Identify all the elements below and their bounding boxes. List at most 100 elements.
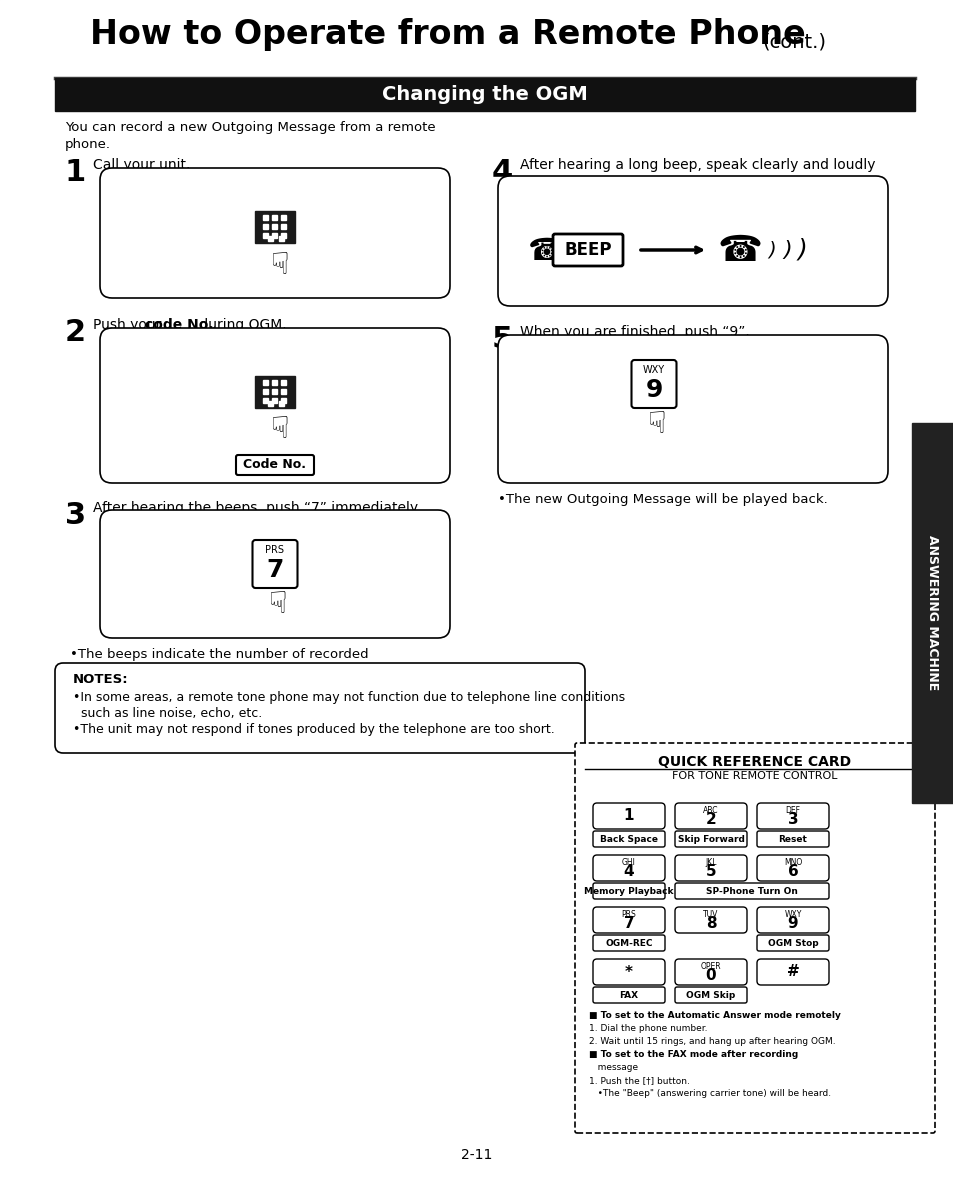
FancyBboxPatch shape — [553, 234, 622, 266]
Bar — [278, 236, 284, 241]
Text: GHI: GHI — [621, 858, 636, 867]
Text: ): ) — [767, 241, 775, 260]
Text: 1. Push the [†] button.: 1. Push the [†] button. — [588, 1076, 689, 1084]
Text: WXY: WXY — [783, 910, 801, 919]
FancyBboxPatch shape — [675, 855, 746, 880]
FancyBboxPatch shape — [675, 883, 828, 900]
Text: ANSWERING MACHINE: ANSWERING MACHINE — [925, 536, 939, 691]
FancyBboxPatch shape — [497, 335, 887, 483]
Bar — [281, 398, 286, 403]
FancyBboxPatch shape — [593, 883, 664, 900]
Bar — [55, 78, 914, 111]
FancyBboxPatch shape — [593, 959, 664, 985]
Text: ☎: ☎ — [718, 234, 762, 268]
Text: Back Space: Back Space — [599, 834, 658, 843]
Text: such as line noise, echo, etc.: such as line noise, echo, etc. — [73, 707, 262, 721]
Text: JKL: JKL — [704, 858, 716, 867]
Text: 9: 9 — [787, 915, 798, 931]
Bar — [268, 236, 273, 241]
Text: OGM-REC: OGM-REC — [604, 939, 652, 947]
Text: TUV: TUV — [702, 910, 718, 919]
Text: ☎: ☎ — [527, 236, 565, 266]
Text: OGM Skip: OGM Skip — [685, 990, 735, 1000]
FancyBboxPatch shape — [593, 987, 664, 1003]
FancyBboxPatch shape — [675, 987, 746, 1003]
Text: 9: 9 — [644, 378, 662, 402]
Text: QUICK REFERENCE CARD: QUICK REFERENCE CARD — [658, 755, 851, 769]
Text: WXY: WXY — [642, 365, 664, 375]
FancyBboxPatch shape — [593, 855, 664, 880]
FancyBboxPatch shape — [675, 803, 746, 829]
Text: Changing the OGM: Changing the OGM — [382, 85, 587, 104]
Text: ☟: ☟ — [271, 415, 289, 444]
Text: (cont.): (cont.) — [761, 32, 825, 51]
Text: NOTES:: NOTES: — [73, 673, 129, 686]
FancyBboxPatch shape — [675, 832, 746, 847]
Bar — [273, 215, 277, 220]
Text: PRS: PRS — [621, 910, 636, 919]
Text: Call your unit.: Call your unit. — [92, 157, 191, 172]
Text: 1. Dial the phone number.: 1. Dial the phone number. — [588, 1024, 707, 1033]
Bar — [263, 381, 268, 385]
Bar — [273, 381, 277, 385]
Bar — [273, 224, 277, 229]
FancyBboxPatch shape — [757, 832, 828, 847]
FancyBboxPatch shape — [253, 540, 297, 588]
Bar — [273, 233, 277, 237]
FancyBboxPatch shape — [100, 328, 450, 483]
Bar — [273, 389, 277, 394]
Text: 1: 1 — [65, 157, 86, 187]
FancyBboxPatch shape — [675, 959, 746, 985]
Bar — [254, 376, 294, 408]
Text: •In some areas, a remote tone phone may not function due to telephone line condi: •In some areas, a remote tone phone may … — [73, 691, 624, 704]
Bar — [281, 224, 286, 229]
FancyBboxPatch shape — [757, 803, 828, 829]
Text: Reset: Reset — [778, 834, 806, 843]
Bar — [273, 398, 277, 403]
Text: 0: 0 — [705, 968, 716, 983]
Text: 5: 5 — [492, 324, 513, 354]
Text: Skip Forward: Skip Forward — [677, 834, 743, 843]
Text: during OGM.: during OGM. — [194, 319, 286, 332]
Text: OGM Stop: OGM Stop — [767, 939, 818, 947]
Text: •The beeps indicate the number of recorded
  messages.: •The beeps indicate the number of record… — [70, 648, 368, 678]
Text: •The "Beep" (answering carrier tone) will be heard.: •The "Beep" (answering carrier tone) wil… — [588, 1089, 830, 1098]
Bar — [254, 211, 294, 243]
Bar — [281, 215, 286, 220]
Text: #: # — [786, 964, 799, 979]
Text: ABC: ABC — [702, 806, 718, 815]
Bar — [263, 233, 268, 237]
Text: When you are finished, push “9”.: When you are finished, push “9”. — [519, 324, 749, 339]
Bar — [263, 389, 268, 394]
FancyBboxPatch shape — [593, 832, 664, 847]
FancyBboxPatch shape — [757, 907, 828, 933]
Text: 3: 3 — [787, 811, 798, 827]
Text: PRS: PRS — [265, 545, 284, 555]
Text: •The new Outgoing Message will be played back.: •The new Outgoing Message will be played… — [497, 493, 827, 506]
FancyBboxPatch shape — [497, 177, 887, 305]
Text: SP-Phone Turn On: SP-Phone Turn On — [705, 886, 797, 896]
Text: FAX: FAX — [618, 990, 638, 1000]
Text: 2-11: 2-11 — [461, 1148, 492, 1162]
FancyBboxPatch shape — [757, 935, 828, 951]
Text: ☟: ☟ — [647, 410, 665, 439]
Text: OPER: OPER — [700, 962, 720, 971]
Bar — [911, 424, 953, 803]
Bar — [263, 398, 268, 403]
Text: ): ) — [782, 240, 791, 260]
Text: 1: 1 — [623, 809, 634, 823]
Text: *: * — [624, 964, 633, 979]
Text: ■ To set to the Automatic Answer mode remotely: ■ To set to the Automatic Answer mode re… — [588, 1010, 840, 1020]
FancyBboxPatch shape — [593, 803, 664, 829]
FancyBboxPatch shape — [235, 455, 314, 475]
Text: 3: 3 — [65, 501, 86, 530]
FancyBboxPatch shape — [55, 663, 584, 753]
Text: FOR TONE REMOTE CONTROL: FOR TONE REMOTE CONTROL — [672, 771, 837, 781]
Text: Push your: Push your — [92, 319, 166, 332]
Text: 7: 7 — [266, 558, 283, 582]
Text: You can record a new Outgoing Message from a remote
phone.: You can record a new Outgoing Message fr… — [65, 120, 436, 152]
FancyBboxPatch shape — [631, 360, 676, 408]
Text: ☟: ☟ — [269, 591, 287, 619]
FancyBboxPatch shape — [757, 855, 828, 880]
Text: 5: 5 — [705, 864, 716, 878]
